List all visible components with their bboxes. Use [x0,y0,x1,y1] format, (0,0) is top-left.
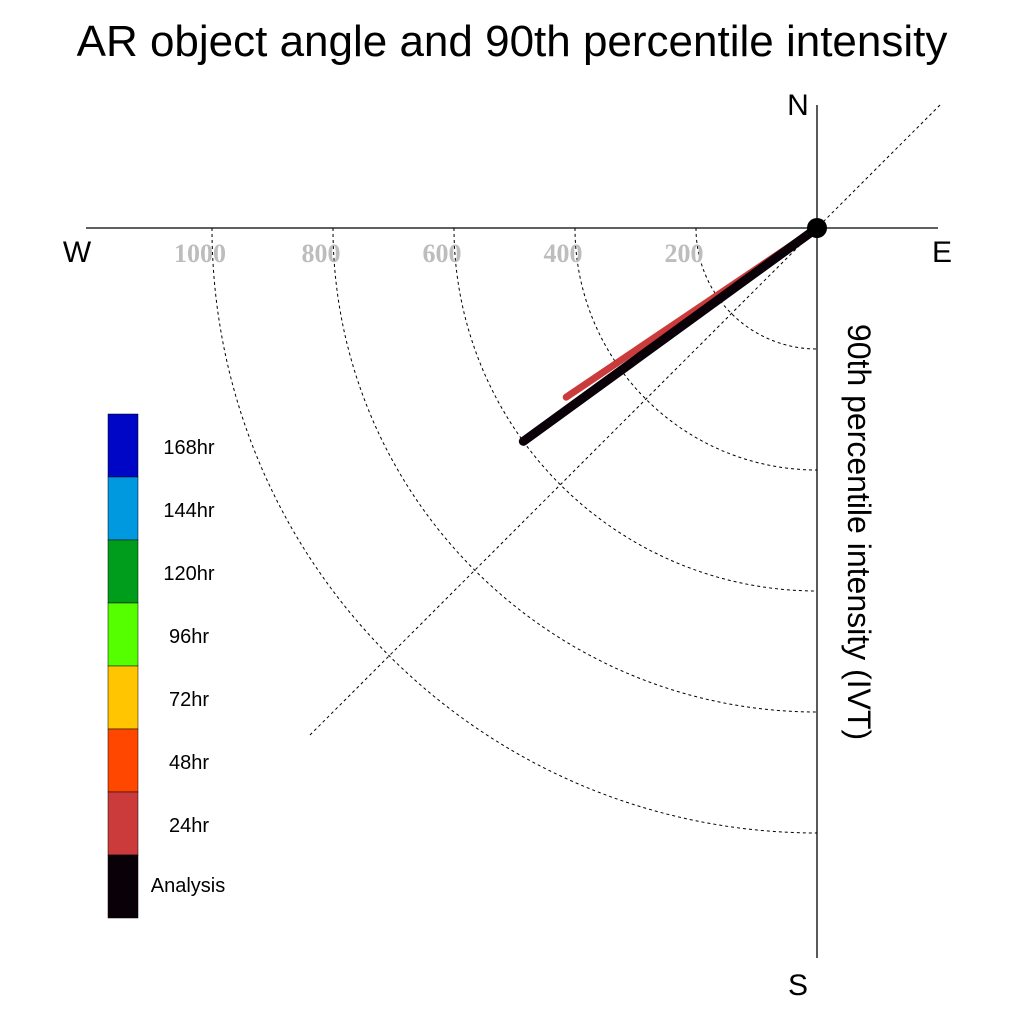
legend-swatch-168hr [107,413,139,478]
legend: 168hr 144hr 120hr 96hr 72hr 48hr 24hr Analysis [107,413,225,919]
compass-north: N [787,89,809,122]
series-line-analysis [518,223,822,446]
tick-label-800: 800 [302,239,341,268]
legend-swatch-120hr [107,539,139,604]
legend-swatch-96hr [107,602,139,667]
compass-west: W [63,236,92,269]
chart-title: AR object angle and 90th percentile inte… [76,17,948,66]
origin-marker [807,218,827,238]
legend-label-96hr: 96hr [169,626,209,648]
grid-arc-800 [332,227,818,713]
compass-east: E [932,236,952,269]
tick-label-600: 600 [423,239,462,268]
tick-label-1000: 1000 [174,239,226,268]
legend-label-48hr: 48hr [169,752,209,774]
legend-swatch-48hr [107,728,139,793]
legend-label-24hr: 24hr [169,815,209,837]
legend-label-144hr: 144hr [163,500,214,522]
legend-swatch-144hr [107,476,139,541]
grid-arc-400 [574,227,818,471]
legend-label-168hr: 168hr [163,437,214,459]
legend-label-analysis: Analysis [151,875,225,897]
grid-arc-1000 [211,227,818,834]
reference-diagonal [308,104,941,737]
legend-swatch-analysis [107,854,139,919]
tick-label-200: 200 [665,239,704,268]
legend-label-72hr: 72hr [169,689,209,711]
tick-labels: 200 400 600 800 1000 [174,239,704,268]
compass-south: S [788,969,808,1002]
legend-swatch-72hr [107,665,139,730]
axes-layer [86,105,938,958]
legend-label-120hr: 120hr [163,563,214,585]
legend-swatch-24hr [107,791,139,856]
series-layer [518,218,827,446]
grid-layer [211,104,941,834]
tick-label-400: 400 [544,239,583,268]
y-axis-label: 90th percentile intensity (IVT) [841,324,877,740]
grid-arc-200 [695,227,818,350]
